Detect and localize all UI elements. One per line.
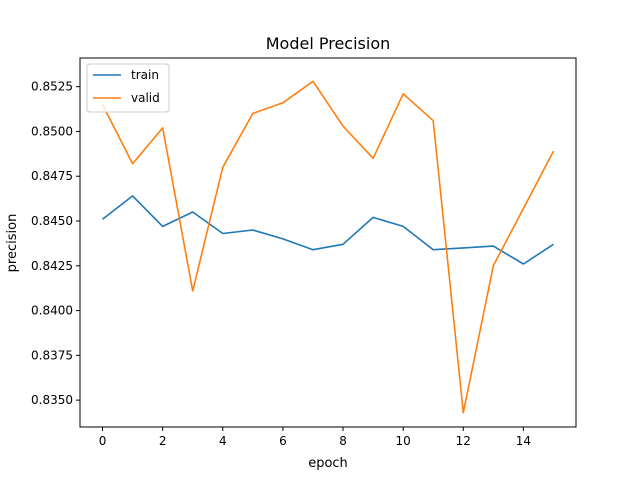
legend-box	[86, 63, 170, 113]
y-tick-label: 0.8400	[31, 304, 73, 318]
x-tick-label: 10	[396, 434, 411, 448]
plot-frame	[79, 57, 577, 428]
y-tick-label: 0.8450	[31, 214, 73, 228]
x-tick-label: 6	[279, 434, 287, 448]
x-tick-label: 4	[219, 434, 227, 448]
x-tick-label: 2	[159, 434, 167, 448]
x-tick-label: 0	[99, 434, 107, 448]
series-line-train	[102, 195, 554, 265]
series-line-valid	[101, 80, 555, 414]
y-axis-label: precision	[5, 214, 20, 273]
y-tick-label: 0.8425	[31, 259, 73, 273]
y-tick-label: 0.8375	[31, 348, 73, 362]
chart-title: Model Precision	[266, 34, 391, 53]
y-axis-ticks: 0.8350 0.8375 0.8400 0.8425 0.8450 0.8475 0.85…	[31, 80, 80, 407]
legend: train valid	[86, 63, 170, 113]
y-tick-label: 0.8475	[31, 169, 73, 183]
series-layer	[101, 80, 555, 414]
x-tick-label: 14	[516, 434, 531, 448]
y-tick-label: 0.8525	[31, 80, 73, 94]
legend-label-train: train	[131, 68, 159, 82]
x-tick-label: 8	[339, 434, 347, 448]
x-axis-label: epoch	[308, 456, 348, 471]
y-tick-label: 0.8350	[31, 393, 73, 407]
x-axis-ticks: 0 2 4 6 8 10 12 14	[99, 427, 531, 448]
x-tick-label: 12	[456, 434, 471, 448]
legend-label-valid: valid	[131, 91, 160, 105]
y-tick-label: 0.8500	[31, 124, 73, 138]
